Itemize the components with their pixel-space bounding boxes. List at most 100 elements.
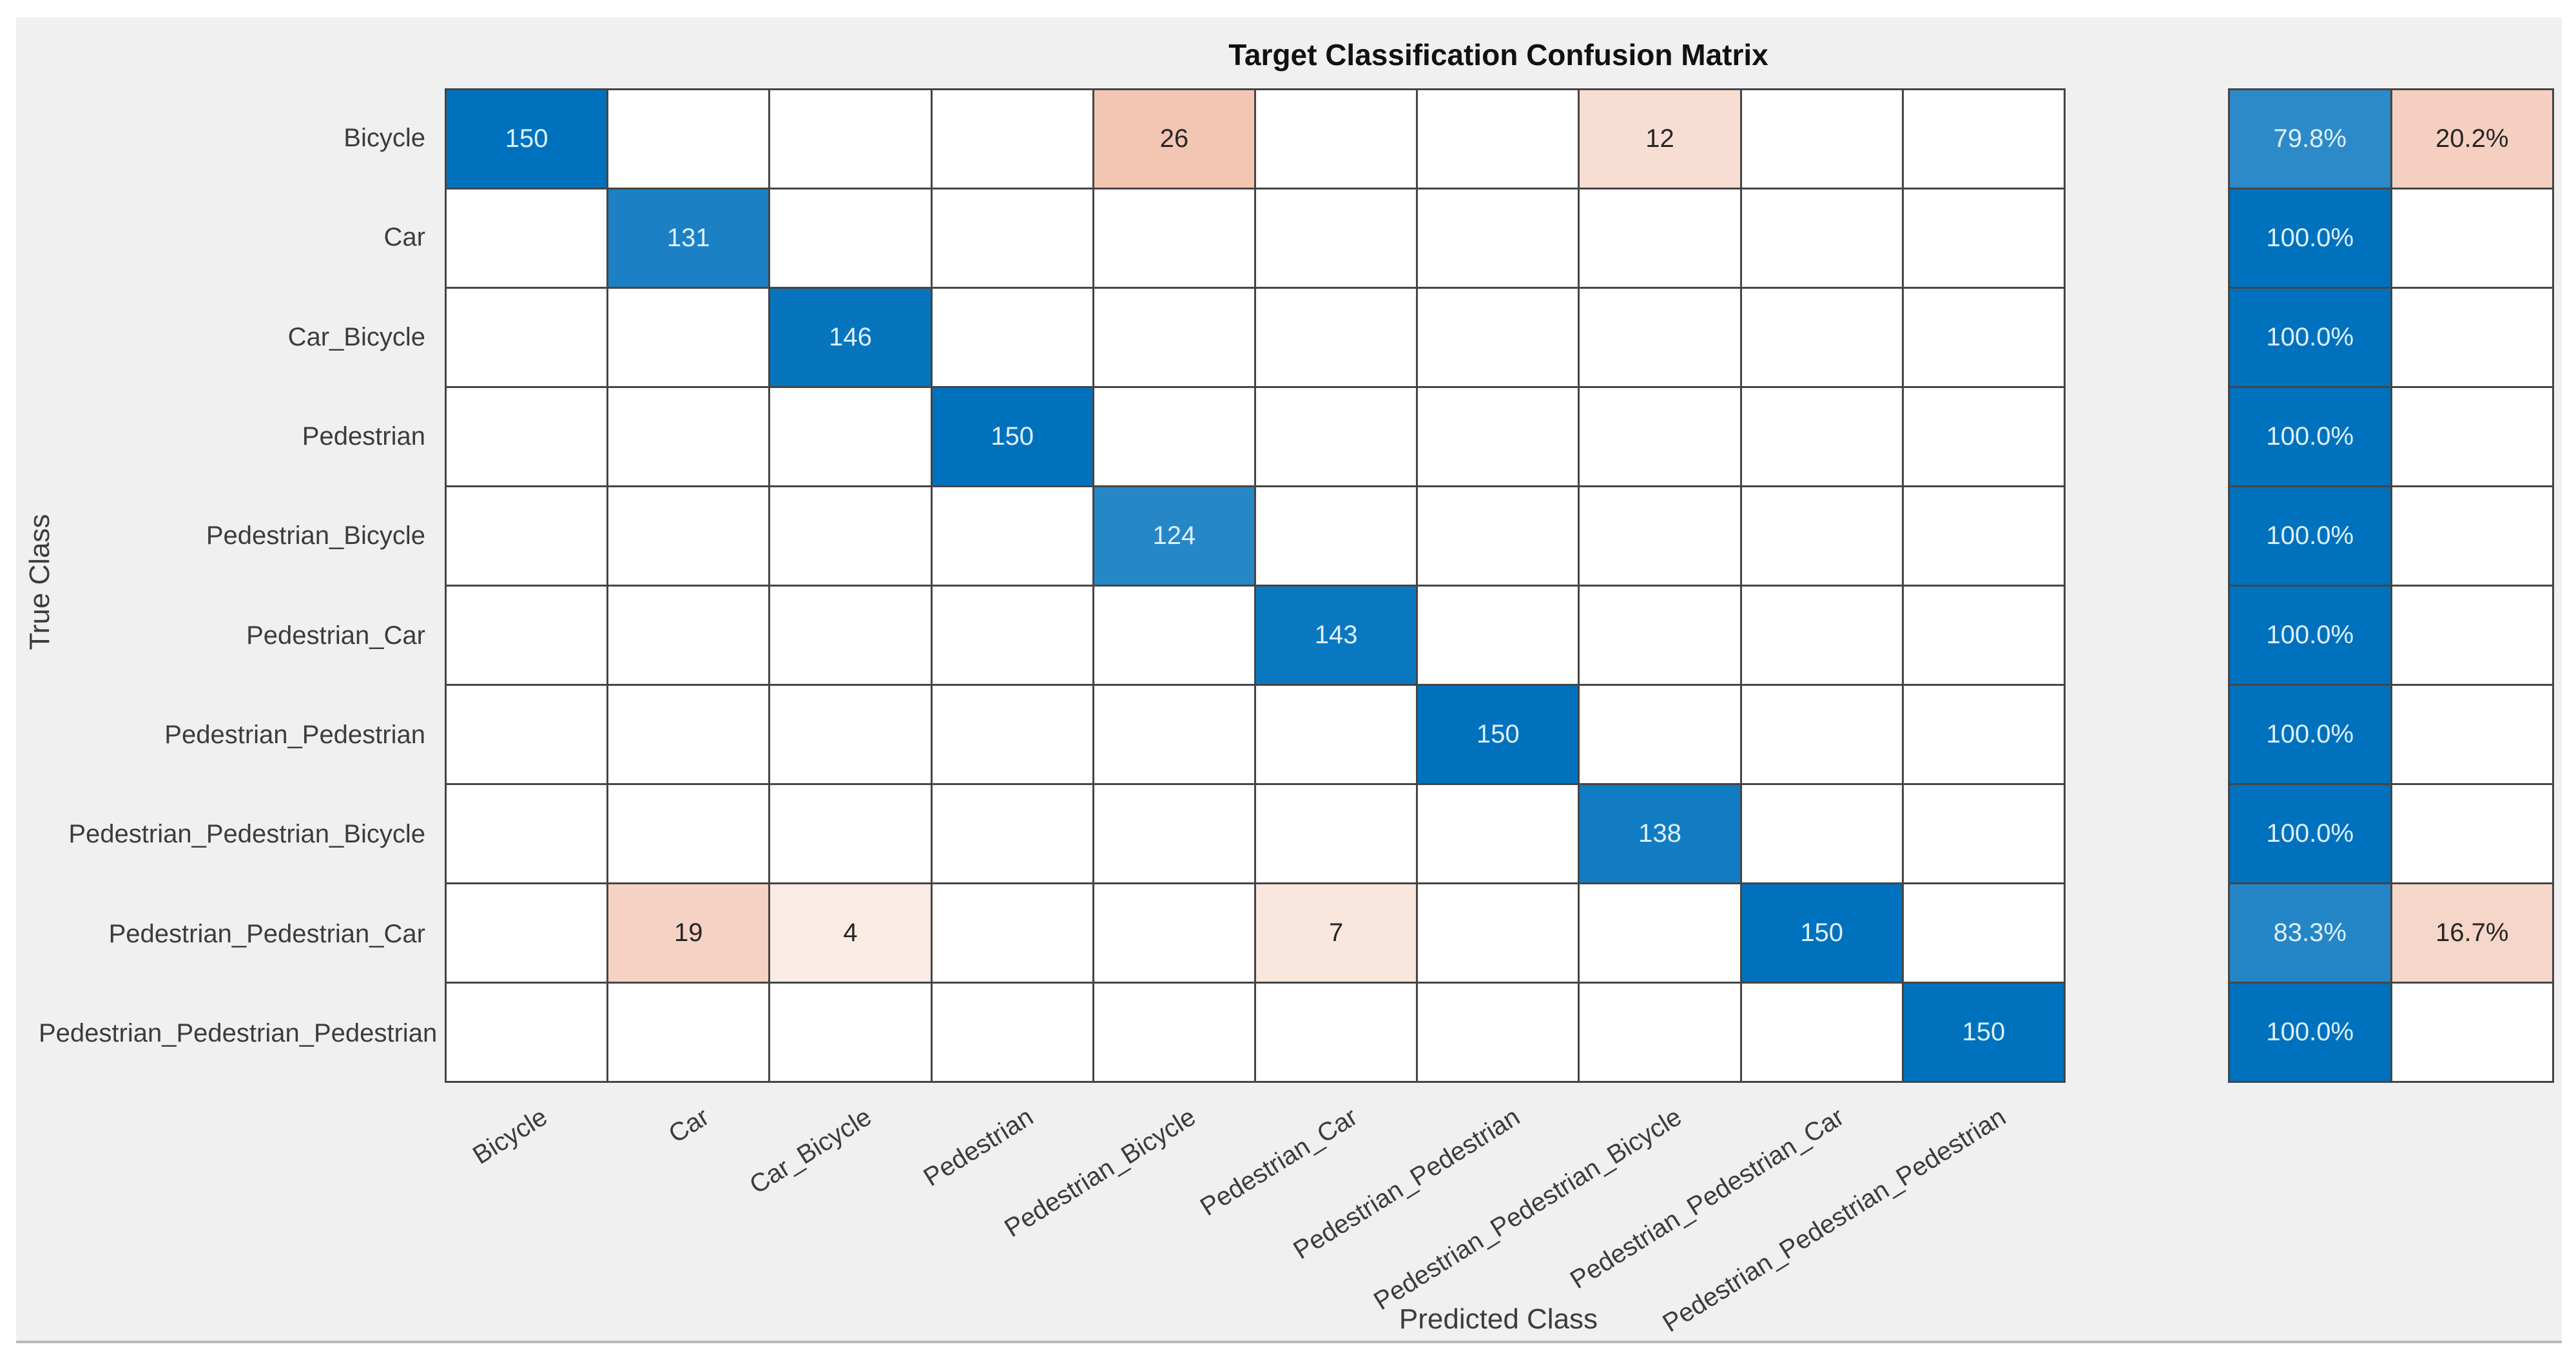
summary-cell-incorrect: 20.2% xyxy=(2392,90,2552,188)
matrix-cell xyxy=(932,984,1092,1081)
summary-cell-value: 100.0% xyxy=(2266,720,2354,748)
matrix-cell xyxy=(1255,686,1417,783)
matrix-cell xyxy=(1418,785,1578,882)
matrix-cell xyxy=(608,686,769,783)
summary-cell-value: 100.0% xyxy=(2266,1018,2354,1046)
y-tick-label: Pedestrian_Pedestrian xyxy=(164,720,425,749)
matrix-cell xyxy=(608,587,769,684)
summary-cell-incorrect xyxy=(2392,587,2552,684)
matrix-cell xyxy=(1094,686,1254,783)
y-tick-label: Pedestrian_Pedestrian_Pedestrian xyxy=(39,1018,438,1047)
matrix-cell xyxy=(932,884,1092,982)
chart-title: Target Classification Confusion Matrix xyxy=(1228,38,1768,72)
matrix-cell xyxy=(1580,984,1740,1081)
summary-cell-correct: 79.8% xyxy=(2230,90,2390,188)
matrix-cell-value: 150 xyxy=(1476,720,1520,748)
matrix-cell xyxy=(1418,90,1578,188)
matrix-cell xyxy=(447,189,607,287)
matrix-cell xyxy=(1741,686,1902,783)
matrix-cell-value: 4 xyxy=(843,918,858,947)
matrix-cell-value: 124 xyxy=(1152,521,1196,550)
y-tick-label: Pedestrian_Pedestrian_Car xyxy=(108,919,425,948)
matrix-cell: 150 xyxy=(932,388,1092,485)
summary-cell-correct: 100.0% xyxy=(2230,686,2390,783)
matrix-cell xyxy=(1741,90,1902,188)
matrix-cell xyxy=(1903,189,2064,287)
matrix-cell xyxy=(770,189,931,287)
matrix-cell xyxy=(1903,884,2064,982)
y-tick-label: Pedestrian xyxy=(302,422,425,451)
summary-cell-correct: 100.0% xyxy=(2230,587,2390,684)
matrix-cell xyxy=(770,587,931,684)
matrix-cell xyxy=(1580,587,1740,684)
matrix-cell xyxy=(1741,189,1902,287)
matrix-cell xyxy=(1580,189,1740,287)
matrix-cell xyxy=(770,487,931,585)
matrix-cell-value: 150 xyxy=(991,422,1034,451)
matrix-cell xyxy=(608,289,769,386)
matrix-cell-value: 26 xyxy=(1159,124,1189,153)
matrix-cell: 19 xyxy=(608,884,769,982)
matrix-cell xyxy=(1094,587,1254,684)
matrix-cell xyxy=(608,487,769,585)
y-tick-label: Pedestrian_Bicycle xyxy=(206,521,425,550)
matrix-cell xyxy=(1418,884,1578,982)
y-tick-label: Pedestrian_Pedestrian_Bicycle xyxy=(68,820,425,849)
matrix-cell: 131 xyxy=(608,189,769,287)
matrix-cell xyxy=(447,289,607,386)
summary-cell-incorrect xyxy=(2392,686,2552,783)
summary-cell-incorrect xyxy=(2392,189,2552,287)
matrix-cell xyxy=(1580,388,1740,485)
matrix-cell xyxy=(1903,289,2064,386)
matrix-cell: 150 xyxy=(1741,884,1902,982)
matrix-cell xyxy=(932,587,1092,684)
summary-cell-value: 100.0% xyxy=(2266,224,2354,252)
matrix-cell xyxy=(608,90,769,188)
matrix-cell xyxy=(447,884,607,982)
matrix-cell xyxy=(1418,487,1578,585)
y-tick-label: Car_Bicycle xyxy=(287,322,425,351)
summary-cell-incorrect xyxy=(2392,984,2552,1081)
summary-cell-value: 83.3% xyxy=(2273,918,2347,947)
matrix-cell xyxy=(932,487,1092,585)
matrix-cell xyxy=(447,388,607,485)
matrix-cell xyxy=(1255,487,1417,585)
matrix-cell: 150 xyxy=(1903,984,2064,1081)
matrix-cell xyxy=(1255,785,1417,882)
matrix-cell xyxy=(1255,289,1417,386)
matrix-cell xyxy=(608,388,769,485)
y-tick-label: Bicycle xyxy=(344,124,425,153)
confusion-matrix-grid: 150 26 12 131 146 150 124 143 150 138 19 4 7 150 150 xyxy=(445,88,2066,1083)
matrix-cell xyxy=(1094,785,1254,882)
matrix-cell xyxy=(770,388,931,485)
matrix-cell xyxy=(1903,487,2064,585)
matrix-cell-value: 150 xyxy=(505,124,548,153)
matrix-cell: 124 xyxy=(1094,487,1254,585)
matrix-cell: 7 xyxy=(1255,884,1417,982)
matrix-cell xyxy=(1741,587,1902,684)
y-axis-title: True Class xyxy=(24,514,55,650)
y-tick-label: Pedestrian_Car xyxy=(246,621,425,650)
matrix-cell xyxy=(1094,884,1254,982)
matrix-cell xyxy=(1255,90,1417,188)
summary-cell-incorrect xyxy=(2392,487,2552,585)
summary-cell-incorrect: 16.7% xyxy=(2392,884,2552,982)
matrix-cell: 4 xyxy=(770,884,931,982)
matrix-cell xyxy=(1741,487,1902,585)
matrix-cell xyxy=(447,785,607,882)
matrix-cell xyxy=(770,686,931,783)
summary-cell-correct: 83.3% xyxy=(2230,884,2390,982)
matrix-cell-value: 150 xyxy=(1962,1018,2006,1046)
matrix-cell xyxy=(1741,785,1902,882)
matrix-cell xyxy=(932,686,1092,783)
matrix-cell-value: 12 xyxy=(1645,124,1674,153)
matrix-cell: 12 xyxy=(1580,90,1740,188)
summary-cell-correct: 100.0% xyxy=(2230,289,2390,386)
matrix-cell xyxy=(1580,686,1740,783)
matrix-cell xyxy=(1741,289,1902,386)
matrix-cell xyxy=(1418,189,1578,287)
matrix-cell xyxy=(1580,884,1740,982)
summary-cell-correct: 100.0% xyxy=(2230,984,2390,1081)
summary-cell-correct: 100.0% xyxy=(2230,785,2390,882)
matrix-cell: 150 xyxy=(447,90,607,188)
